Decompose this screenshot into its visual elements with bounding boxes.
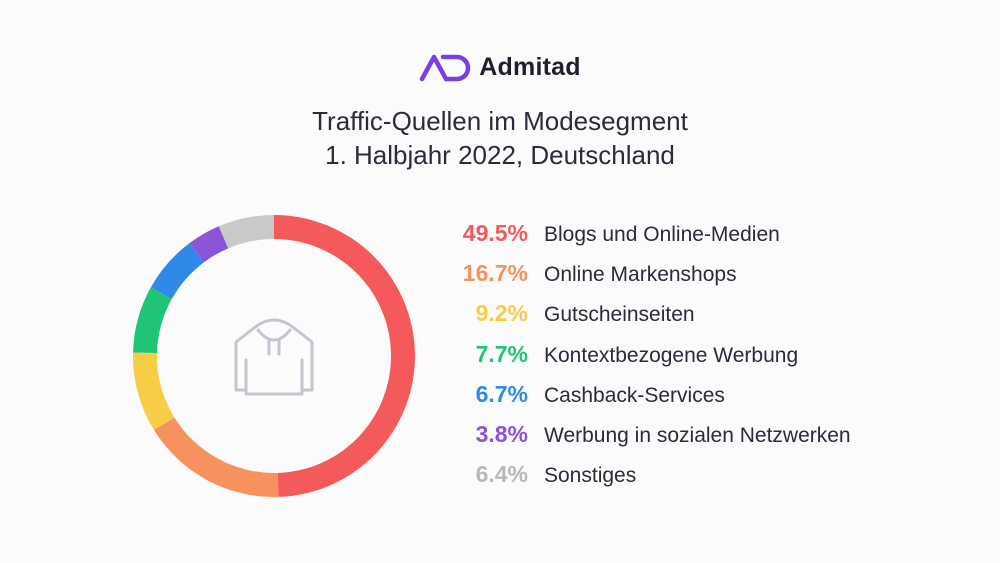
brand-name: Admitad bbox=[479, 52, 581, 81]
donut-slice-3 bbox=[133, 352, 175, 431]
legend-label: Gutscheinseiten bbox=[544, 303, 695, 327]
legend-label: Kontextbezogene Werbung bbox=[544, 343, 799, 367]
legend-percent: 7.7% bbox=[475, 340, 528, 367]
donut-slice-5 bbox=[150, 242, 205, 299]
donut-slices bbox=[133, 215, 415, 497]
legend-percent: 6.4% bbox=[475, 461, 528, 488]
legend-item: 9.2% Gutscheinseiten bbox=[420, 300, 980, 340]
donut-slice-6 bbox=[189, 226, 229, 263]
chart-subtitle: 1. Halbjahr 2022, Deutschland bbox=[325, 140, 675, 170]
legend-label: Sonstiges bbox=[544, 464, 637, 488]
donut-slice-4 bbox=[133, 287, 172, 354]
hoodie-icon bbox=[234, 318, 314, 396]
legend-item: 6.7% Cashback-Services bbox=[420, 381, 980, 421]
chart-legend: 49.5% Blogs und Online-Medien 16.7% Online … bbox=[420, 220, 980, 501]
legend-percent: 16.7% bbox=[462, 260, 528, 287]
donut-slice-7 bbox=[218, 215, 274, 249]
legend-label: Werbung in sozialen Netzwerken bbox=[544, 423, 851, 447]
legend-percent: 9.2% bbox=[475, 300, 528, 327]
chart-title-block: Traffic-Quellen im Modesegment 1. Halbja… bbox=[0, 104, 1000, 172]
legend-item: 3.8% Werbung in sozialen Netzwerken bbox=[420, 421, 980, 461]
brand-logo: Admitad bbox=[0, 52, 1000, 82]
admitad-logo-icon bbox=[420, 54, 471, 82]
chart-title: Traffic-Quellen im Modesegment bbox=[312, 106, 688, 136]
legend-percent: 49.5% bbox=[462, 220, 528, 246]
donut-chart bbox=[133, 215, 415, 497]
legend-percent: 6.7% bbox=[475, 380, 528, 407]
donut-slice-2 bbox=[154, 417, 279, 497]
legend-label: Cashback-Services bbox=[544, 383, 725, 407]
legend-label: Online Markenshops bbox=[544, 263, 737, 287]
legend-item: 49.5% Blogs und Online-Medien bbox=[420, 220, 980, 260]
legend-label: Blogs und Online-Medien bbox=[544, 223, 780, 246]
donut-slice-1 bbox=[274, 215, 415, 497]
legend-item: 6.4% Sonstiges bbox=[420, 461, 980, 501]
legend-item: 7.7% Kontextbezogene Werbung bbox=[420, 341, 980, 381]
legend-percent: 3.8% bbox=[475, 420, 528, 447]
legend-item: 16.7% Online Markenshops bbox=[420, 260, 980, 300]
